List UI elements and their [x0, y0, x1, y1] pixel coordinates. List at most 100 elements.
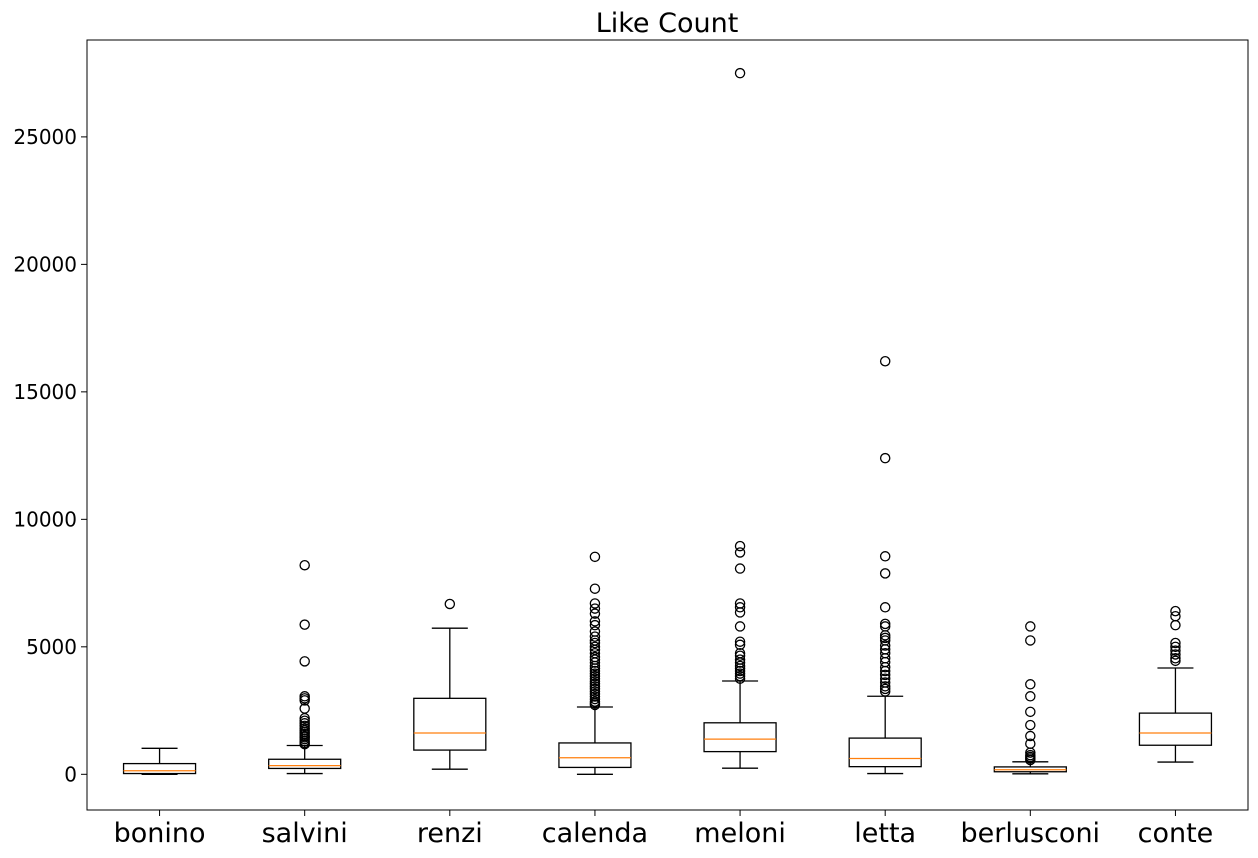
outlier-point: [1170, 641, 1181, 653]
box-calenda: [558, 551, 632, 775]
y-tick-label: 20000: [13, 252, 77, 276]
outlier-point: [589, 657, 601, 668]
box-meloni: [703, 67, 777, 769]
outlier-point: [734, 621, 746, 632]
outlier-point: [299, 712, 310, 724]
iqr-box: [703, 722, 777, 753]
x-axis: bonino salvini renzi calenda meloni letta berl…: [114, 810, 1214, 849]
box-conte: [1138, 605, 1213, 763]
outlier-point: [734, 639, 746, 651]
outlier-point: [299, 738, 310, 750]
outlier-point: [299, 656, 310, 667]
outlier-point: [734, 668, 746, 679]
outlier-point: [879, 568, 891, 579]
outlier-point: [1170, 649, 1181, 660]
outlier-point: [879, 686, 891, 697]
y-tick-label: 10000: [13, 507, 77, 531]
y-axis: 0 5000 10000 15000 20000 25000: [13, 125, 87, 786]
outlier-point: [879, 602, 891, 613]
outlier-point: [589, 641, 601, 653]
outlier-point: [734, 660, 746, 672]
outlier-point: [589, 637, 601, 649]
outlier-point: [589, 683, 601, 695]
outlier-point: [734, 650, 746, 661]
outlier-point: [299, 559, 310, 571]
outlier-point: [1170, 605, 1181, 617]
outlier-point: [734, 665, 746, 677]
box-berlusconi: [993, 621, 1067, 775]
y-tick-label: 0: [64, 762, 77, 786]
outlier-point: [734, 607, 746, 618]
outlier-point: [1170, 645, 1181, 656]
outlier-point: [734, 673, 746, 684]
box-salvini: [268, 559, 342, 775]
outlier-point: [879, 630, 891, 641]
outlier-point: [589, 663, 601, 674]
outlier-point: [879, 551, 891, 562]
outlier-point: [589, 675, 601, 687]
box-bonino: [122, 747, 197, 775]
outlier-point: [879, 632, 891, 644]
outlier-point: [589, 668, 601, 679]
outlier-point: [1025, 706, 1036, 718]
outlier-point: [734, 670, 746, 682]
outlier-point: [1170, 637, 1181, 649]
x-tick-label-salvini: salvini: [262, 818, 348, 849]
outlier-point: [1170, 619, 1181, 631]
box-renzi: [413, 598, 487, 770]
outlier-point: [589, 608, 601, 619]
outlier-point: [299, 695, 310, 706]
outlier-point: [299, 693, 310, 704]
axes-frame: [86, 39, 1249, 811]
x-tick-label-conte: conte: [1138, 818, 1214, 849]
outlier-point: [299, 619, 310, 630]
outlier-point: [589, 699, 601, 711]
x-tick-label-calenda: calenda: [542, 818, 648, 849]
outlier-point: [734, 602, 746, 613]
outlier-point: [589, 619, 601, 631]
outlier-point: [589, 583, 601, 594]
outlier-point: [879, 681, 891, 692]
outlier-point: [879, 673, 891, 684]
outlier-point: [589, 660, 601, 672]
outlier-point: [879, 356, 891, 367]
outlier-point: [299, 720, 310, 732]
outlier-point: [589, 670, 601, 682]
iqr-box: [122, 762, 197, 775]
y-tick-label: 15000: [13, 380, 77, 404]
outlier-point: [1025, 679, 1036, 690]
outlier-point: [734, 636, 746, 647]
outlier-point: [734, 657, 746, 668]
x-tick-label-bonino: bonino: [114, 818, 206, 849]
outlier-point: [589, 678, 601, 690]
outlier-point: [589, 665, 601, 677]
chart-title: Like Count: [596, 8, 739, 39]
outlier-point: [879, 665, 891, 677]
outlier-point: [444, 598, 456, 610]
outlier-point: [879, 661, 891, 673]
outlier-point: [589, 598, 601, 609]
outlier-point: [1025, 754, 1036, 766]
outlier-point: [734, 540, 746, 552]
outlier-point: [734, 547, 746, 558]
iqr-box: [558, 742, 632, 769]
box-letta: [848, 356, 922, 775]
outlier-point: [589, 631, 601, 642]
x-tick-label-renzi: renzi: [417, 818, 483, 849]
x-tick-label-letta: letta: [854, 818, 916, 849]
box-series: [122, 67, 1213, 775]
outlier-point: [1025, 747, 1036, 758]
outlier-point: [1025, 635, 1036, 646]
outlier-point: [734, 563, 746, 574]
outlier-point: [589, 551, 601, 563]
iqr-box: [1138, 712, 1213, 746]
outlier-point: [589, 686, 601, 697]
outlier-point: [879, 640, 891, 651]
iqr-box: [848, 737, 922, 768]
outlier-point: [589, 691, 601, 702]
iqr-box: [413, 697, 487, 751]
outlier-point: [589, 673, 601, 684]
outlier-point: [589, 603, 601, 614]
x-tick-label-berlusconi: berlusconi: [961, 818, 1101, 849]
